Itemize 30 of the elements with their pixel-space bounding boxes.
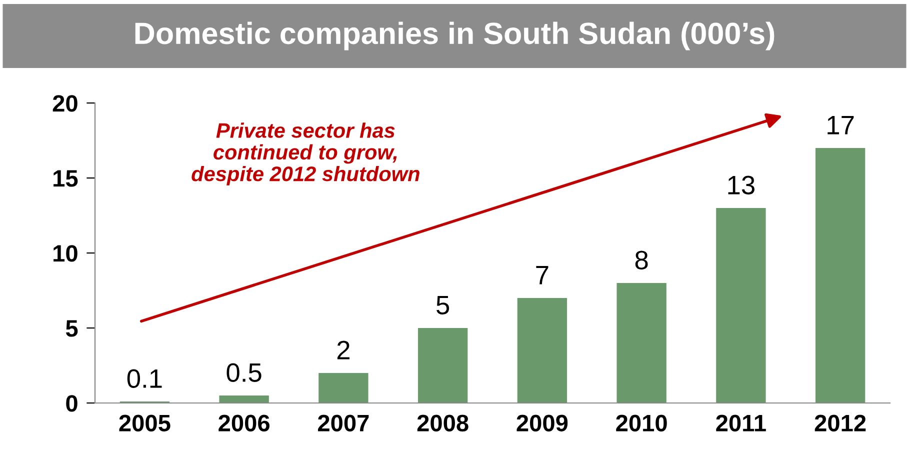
bar (418, 328, 468, 403)
x-tick-label: 2008 (417, 414, 468, 432)
bar (318, 373, 368, 403)
data-label: 2 (337, 340, 350, 360)
bar (815, 148, 866, 403)
x-tick-label: 2006 (218, 414, 270, 432)
data-label: 0.1 (127, 369, 162, 388)
data-label: 7 (536, 266, 548, 284)
chart-title: Domestic companies in South Sudan (000’s) (135, 22, 774, 50)
data-label: 8 (635, 250, 648, 270)
y-tick-label: 0 (66, 395, 78, 412)
x-tick-label: 2011 (716, 414, 766, 432)
y-tick-label: 10 (54, 245, 78, 262)
x-tick-label: 2007 (318, 414, 369, 432)
bar (517, 298, 568, 403)
x-tick-label: 2010 (616, 414, 667, 432)
x-tick-label: 2005 (119, 414, 170, 432)
annotation: Private sector has continued to grow, despite 2012 shutdown (192, 122, 420, 186)
data-label: 5 (436, 296, 450, 314)
y-tick-label: 20 (52, 95, 78, 112)
bar (616, 283, 666, 403)
y-tick-label: 5 (66, 320, 78, 337)
bar (219, 396, 269, 403)
x-tick-label: 2009 (516, 414, 568, 432)
x-tick-label: 2012 (814, 414, 866, 432)
data-label: 13 (728, 176, 754, 194)
bar (716, 208, 766, 403)
data-label: 0.5 (226, 363, 262, 382)
data-label: 17 (828, 116, 854, 134)
y-tick-label: 15 (54, 170, 78, 187)
